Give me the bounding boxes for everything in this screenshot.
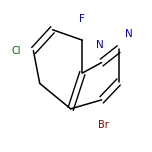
Text: Cl: Cl	[12, 46, 21, 56]
Text: N: N	[125, 29, 133, 39]
Text: F: F	[79, 14, 85, 24]
Text: N: N	[96, 40, 103, 50]
Text: Br: Br	[98, 120, 109, 130]
